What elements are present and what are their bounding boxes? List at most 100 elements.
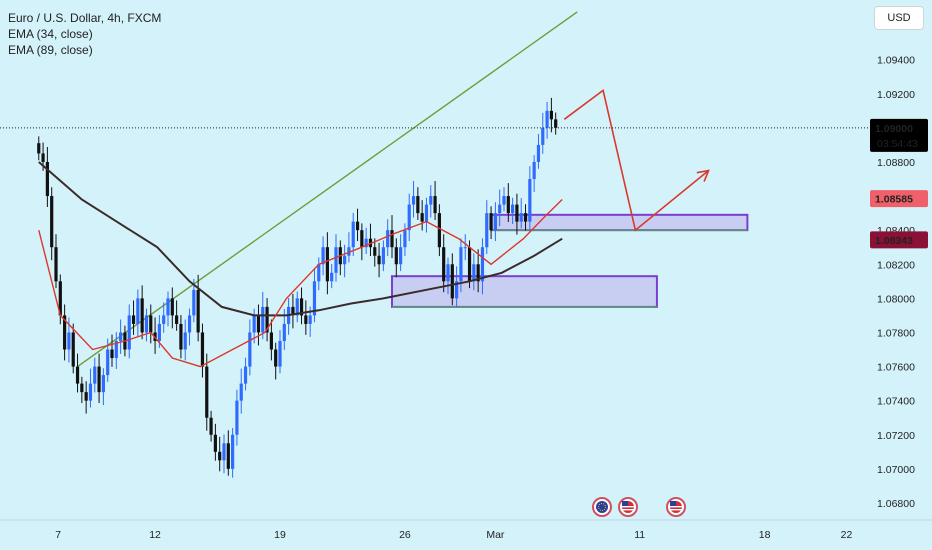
last-price-badge-bg bbox=[870, 118, 928, 152]
candle-82-body bbox=[390, 230, 394, 248]
candle-62-body bbox=[304, 315, 308, 324]
candle-11-body bbox=[84, 392, 88, 401]
candle-98-body bbox=[459, 247, 463, 282]
candle-47-body bbox=[239, 383, 243, 401]
candle-51 bbox=[256, 304, 261, 346]
candle-68-body bbox=[330, 272, 334, 282]
candle-99 bbox=[463, 234, 467, 261]
candle-85 bbox=[403, 223, 407, 257]
candle-48-body bbox=[243, 366, 248, 384]
projection-arrowhead bbox=[696, 169, 710, 182]
ema-89-badge: 1.08343 bbox=[875, 235, 913, 247]
candle-25-body bbox=[144, 315, 149, 333]
candle-60-body bbox=[295, 298, 299, 316]
candle-107 bbox=[498, 189, 502, 227]
candle-95 bbox=[446, 257, 450, 295]
candle-0-body bbox=[37, 143, 41, 154]
y-tick-13: 1.06800 bbox=[877, 498, 915, 510]
ema-34-line bbox=[38, 199, 563, 368]
candle-8-body bbox=[71, 332, 75, 367]
candle-53-body bbox=[265, 306, 269, 333]
candle-117 bbox=[541, 112, 545, 154]
candle-14-body bbox=[97, 366, 101, 393]
us-flag-event-icon-1[interactable] bbox=[618, 497, 638, 517]
candle-2-body bbox=[45, 161, 49, 197]
candle-17 bbox=[110, 334, 114, 367]
candle-67 bbox=[325, 232, 329, 295]
candle-104-body bbox=[485, 213, 489, 248]
ema-34-badge: 1.08585 bbox=[875, 194, 913, 206]
candle-115-body bbox=[532, 161, 536, 180]
candle-100 bbox=[467, 240, 472, 289]
us-flag-event-icon-2[interactable] bbox=[666, 497, 686, 517]
candle-38 bbox=[200, 323, 205, 378]
candle-75-body bbox=[360, 230, 364, 248]
candle-38-body bbox=[200, 332, 205, 367]
candle-26-body bbox=[149, 315, 153, 333]
currency-button[interactable]: USD bbox=[874, 6, 924, 30]
candle-72-body bbox=[347, 247, 351, 256]
candle-119-body bbox=[549, 110, 553, 120]
candle-91 bbox=[429, 185, 433, 218]
candle-101 bbox=[472, 253, 476, 291]
candle-81-body bbox=[386, 230, 390, 248]
candle-110-body bbox=[511, 204, 515, 214]
y-tick-3: 1.08800 bbox=[877, 157, 915, 169]
candle-40-body bbox=[209, 417, 213, 435]
candle-103-body bbox=[480, 247, 485, 282]
candle-57-body bbox=[282, 323, 286, 341]
candle-120-body bbox=[554, 119, 558, 128]
x-tick-1: 12 bbox=[149, 529, 161, 541]
candle-84 bbox=[399, 234, 403, 272]
candle-37 bbox=[196, 274, 200, 342]
candle-49-body bbox=[248, 332, 252, 367]
candle-31-body bbox=[170, 298, 174, 316]
candle-97-body bbox=[455, 281, 459, 299]
candle-88-body bbox=[416, 196, 420, 214]
candle-30-body bbox=[166, 298, 170, 316]
candle-61-body bbox=[299, 298, 304, 316]
symbol-title[interactable]: Euro / U.S. Dollar, 4h, FXCM bbox=[8, 11, 162, 25]
candle-18-body bbox=[114, 340, 118, 359]
candle-29 bbox=[162, 302, 166, 333]
candle-35-body bbox=[187, 315, 192, 333]
candle-113 bbox=[523, 204, 528, 231]
candle-6 bbox=[63, 304, 67, 361]
candle-13-body bbox=[93, 366, 97, 384]
candle-89 bbox=[420, 200, 424, 231]
candle-83-body bbox=[394, 247, 398, 265]
candle-109 bbox=[506, 183, 510, 222]
candle-100-body bbox=[467, 247, 472, 282]
candle-64-body bbox=[312, 281, 317, 316]
candle-92 bbox=[433, 181, 437, 220]
projection-path bbox=[563, 89, 710, 232]
ema-34-label[interactable]: EMA (34, close) bbox=[8, 27, 93, 41]
candle-108-body bbox=[502, 196, 506, 205]
candle-47 bbox=[239, 368, 243, 414]
candle-48 bbox=[243, 357, 248, 391]
candle-10 bbox=[80, 376, 84, 404]
candle-112-body bbox=[519, 213, 523, 222]
candle-43 bbox=[222, 434, 226, 474]
candle-65-body bbox=[317, 264, 321, 282]
candle-39-body bbox=[205, 366, 209, 418]
ema-89-label[interactable]: EMA (89, close) bbox=[8, 43, 93, 57]
candle-66 bbox=[321, 236, 325, 276]
candle-6-body bbox=[63, 315, 67, 350]
y-tick-12: 1.07000 bbox=[877, 464, 915, 476]
candle-81 bbox=[386, 219, 390, 257]
candle-66-body bbox=[321, 247, 325, 265]
candle-28-body bbox=[157, 323, 161, 341]
candle-78 bbox=[373, 238, 377, 267]
candle-92-body bbox=[433, 196, 437, 214]
candle-36-body bbox=[192, 289, 196, 316]
candle-25 bbox=[144, 308, 149, 342]
y-tick-7: 1.08000 bbox=[877, 293, 915, 305]
candle-9-body bbox=[75, 366, 80, 384]
euro-flag-event-icon-0[interactable] bbox=[592, 497, 612, 517]
candle-74-body bbox=[355, 221, 360, 231]
candle-43-body bbox=[222, 443, 226, 461]
candle-34 bbox=[183, 319, 187, 361]
